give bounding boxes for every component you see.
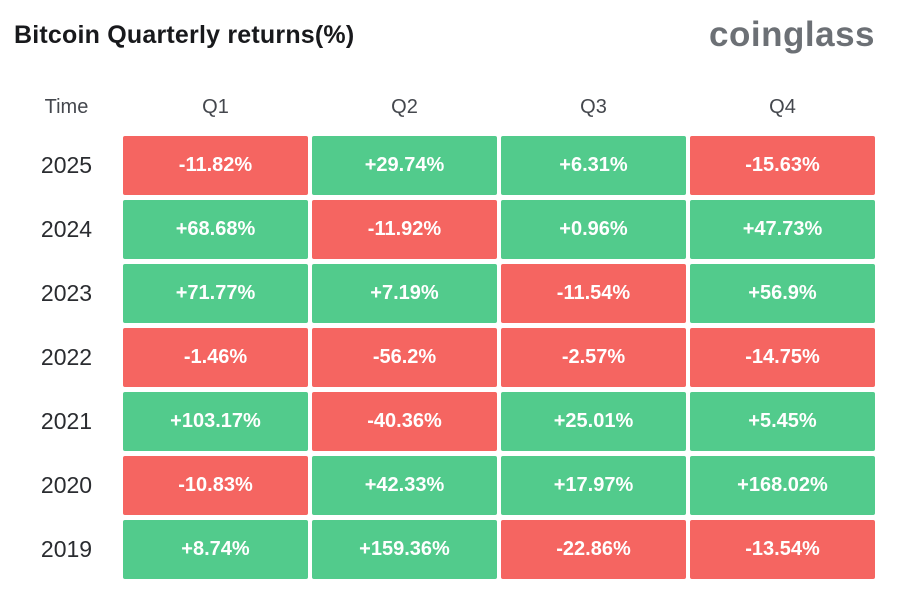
return-cell-2019-q3: -22.86% xyxy=(501,520,686,579)
return-cell-2024-q2: -11.92% xyxy=(312,200,497,259)
return-cell-2024-q3: +0.96% xyxy=(501,200,686,259)
row-label-2023: 2023 xyxy=(40,280,93,306)
column-header-q4: Q4 xyxy=(769,95,796,118)
row-label-2021: 2021 xyxy=(40,408,93,434)
column-header-time: Time xyxy=(44,95,89,118)
return-cell-2020-q3: +17.97% xyxy=(501,456,686,515)
return-cell-2020-q4: +168.02% xyxy=(690,456,875,515)
return-cell-2021-q3: +25.01% xyxy=(501,392,686,451)
return-cell-2022-q2: -56.2% xyxy=(312,328,497,387)
coinglass-logo: coinglass xyxy=(709,15,875,54)
return-cell-2019-q2: +159.36% xyxy=(312,520,497,579)
return-cell-2024-q1: +68.68% xyxy=(123,200,308,259)
return-cell-2024-q4: +47.73% xyxy=(690,200,875,259)
row-label-2022: 2022 xyxy=(40,344,93,370)
row-label-2020: 2020 xyxy=(40,472,93,498)
row-label-2019: 2019 xyxy=(40,536,93,562)
return-cell-2022-q3: -2.57% xyxy=(501,328,686,387)
topbar: Bitcoin Quarterly returns(%) coinglass xyxy=(14,10,875,60)
column-header-q1: Q1 xyxy=(202,95,229,118)
column-header-q3: Q3 xyxy=(580,95,607,118)
return-cell-2023-q1: +71.77% xyxy=(123,264,308,323)
return-cell-2023-q2: +7.19% xyxy=(312,264,497,323)
return-cell-2021-q1: +103.17% xyxy=(123,392,308,451)
page-title: Bitcoin Quarterly returns(%) xyxy=(14,20,355,49)
return-cell-2021-q2: -40.36% xyxy=(312,392,497,451)
return-cell-2019-q4: -13.54% xyxy=(690,520,875,579)
return-cell-2023-q4: +56.9% xyxy=(690,264,875,323)
column-header-q2: Q2 xyxy=(391,95,418,118)
return-cell-2020-q1: -10.83% xyxy=(123,456,308,515)
return-cell-2025-q2: +29.74% xyxy=(312,136,497,195)
return-cell-2021-q4: +5.45% xyxy=(690,392,875,451)
row-label-2024: 2024 xyxy=(40,216,93,242)
return-cell-2022-q4: -14.75% xyxy=(690,328,875,387)
return-cell-2023-q3: -11.54% xyxy=(501,264,686,323)
return-cell-2025-q4: -15.63% xyxy=(690,136,875,195)
return-cell-2022-q1: -1.46% xyxy=(123,328,308,387)
row-label-2025: 2025 xyxy=(40,152,93,178)
return-cell-2025-q3: +6.31% xyxy=(501,136,686,195)
return-cell-2025-q1: -11.82% xyxy=(123,136,308,195)
return-cell-2019-q1: +8.74% xyxy=(123,520,308,579)
return-cell-2020-q2: +42.33% xyxy=(312,456,497,515)
returns-table: Time Q1 Q2 Q3 Q4 2025 -11.82% +29.74% +6.31% -15.… xyxy=(14,72,875,579)
